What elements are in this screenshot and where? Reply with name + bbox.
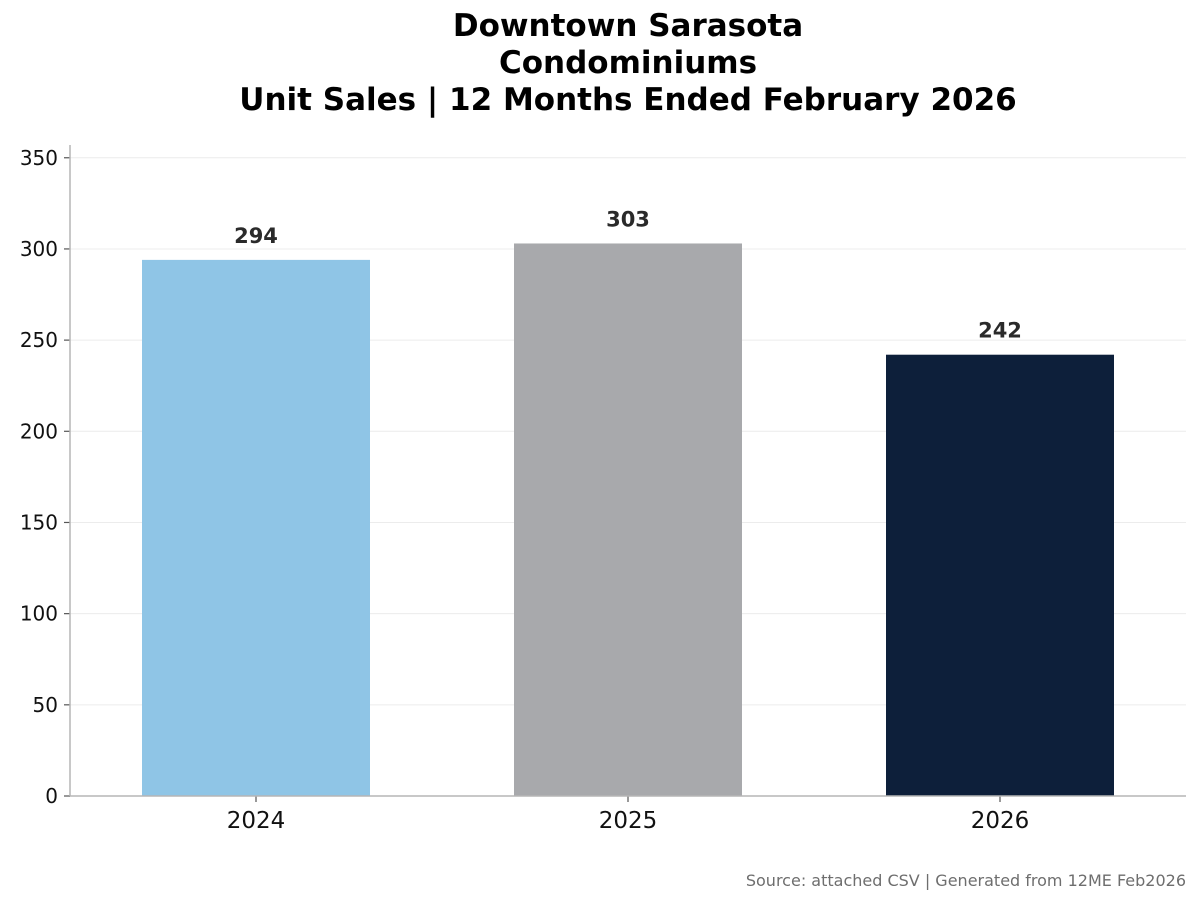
y-tick-label: 200 xyxy=(20,419,58,443)
data-label-2025: 303 xyxy=(606,207,650,231)
y-tick-label: 0 xyxy=(45,784,58,808)
y-tick-label: 350 xyxy=(20,146,58,170)
bar-2024 xyxy=(142,259,370,797)
y-tick-label: 300 xyxy=(20,237,58,261)
x-tick-label: 2026 xyxy=(971,808,1030,834)
data-label-2024: 294 xyxy=(234,224,278,248)
data-label-2026: 242 xyxy=(978,319,1022,343)
chart-title-line-1: Downtown Sarasota xyxy=(452,8,804,44)
y-tick-label: 100 xyxy=(20,602,58,626)
bar-2026 xyxy=(886,354,1114,796)
x-tick-label: 2025 xyxy=(599,808,658,834)
x-tick-label: 2024 xyxy=(227,808,286,834)
bars xyxy=(142,243,1114,797)
y-tick-label: 50 xyxy=(33,693,58,717)
chart-title-line-3: Unit Sales | 12 Months Ended February 20… xyxy=(239,82,1017,118)
axes: 0 50 100 150 200 250 300 350 2024 2025 2026 xyxy=(20,145,1186,834)
y-tick-label: 250 xyxy=(20,328,58,352)
source-note: Source: attached CSV | Generated from 12… xyxy=(745,871,1186,890)
chart-title: Downtown Sarasota Condominiums Unit Sale… xyxy=(28,8,1200,119)
chart-title-line-2: Condominiums xyxy=(498,45,758,81)
data-labels: 294 303 242 xyxy=(234,207,1022,342)
bar-2025 xyxy=(514,243,742,796)
y-tick-label: 150 xyxy=(20,510,58,534)
